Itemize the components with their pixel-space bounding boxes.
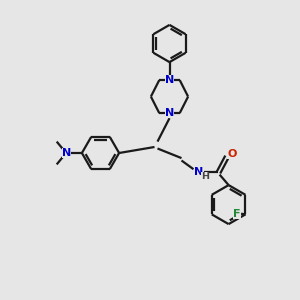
Text: N: N xyxy=(165,75,174,85)
Text: N: N xyxy=(194,167,203,177)
Text: N: N xyxy=(165,108,174,118)
Text: N: N xyxy=(62,148,71,158)
Text: O: O xyxy=(227,149,237,159)
Text: H: H xyxy=(201,172,209,181)
Text: F: F xyxy=(233,209,241,219)
